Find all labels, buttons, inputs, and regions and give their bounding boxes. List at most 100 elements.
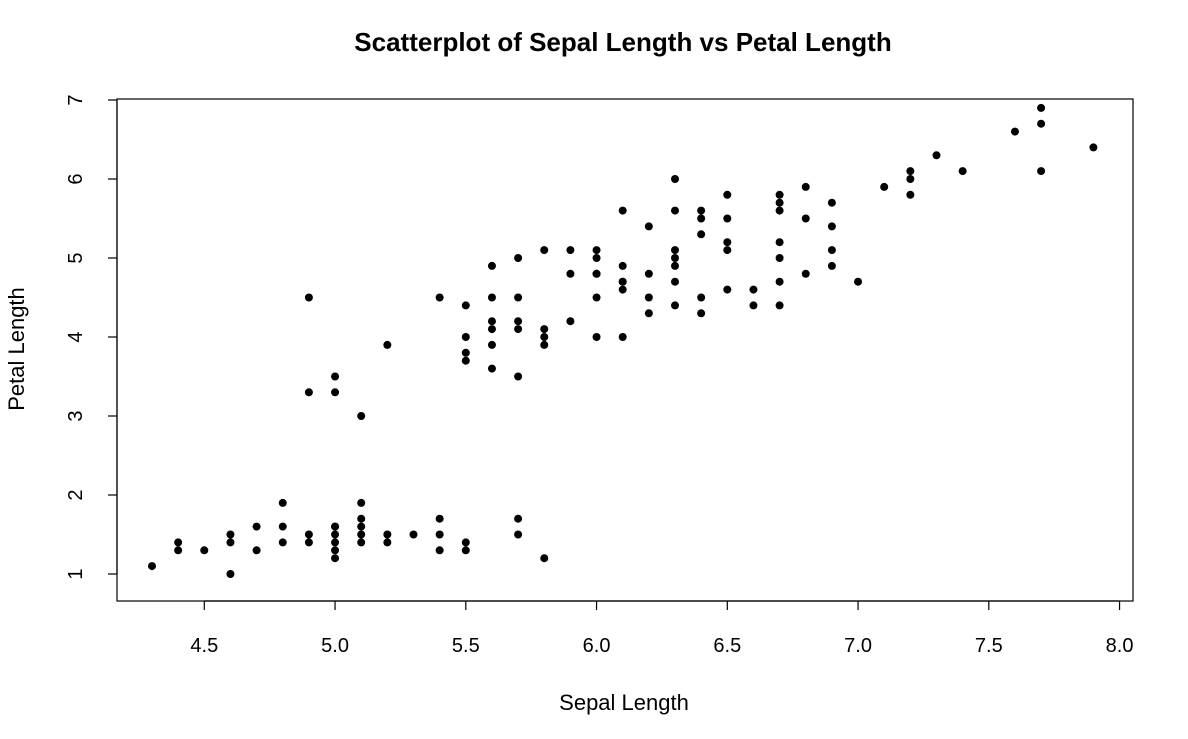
- data-point: [226, 538, 235, 547]
- data-point: [252, 522, 261, 531]
- y-axis-label: Petal Length: [4, 287, 29, 411]
- data-point: [592, 333, 601, 341]
- x-tick-label: 7.5: [975, 635, 1003, 657]
- data-point: [618, 206, 627, 215]
- data-point: [618, 277, 627, 286]
- data-point: [357, 498, 366, 507]
- data-point: [697, 206, 706, 215]
- data-point: [487, 317, 496, 326]
- y-tick-label: 7: [65, 94, 87, 105]
- data-point: [331, 388, 340, 397]
- data-point: [566, 317, 575, 326]
- chart-title: Scatterplot of Sepal Length vs Petal Len…: [354, 27, 891, 57]
- data-point: [331, 372, 340, 381]
- data-point: [775, 254, 784, 262]
- data-point: [174, 538, 183, 547]
- data-point: [304, 530, 313, 539]
- data-point: [514, 514, 523, 523]
- data-point: [514, 325, 523, 334]
- x-tick-label: 8.0: [1106, 635, 1134, 657]
- data-point: [278, 538, 287, 547]
- data-point: [801, 214, 810, 223]
- data-points: [148, 103, 1098, 578]
- y-tick-label: 5: [65, 252, 87, 263]
- data-point: [723, 190, 732, 199]
- data-point: [304, 388, 313, 397]
- data-point: [697, 293, 706, 302]
- data-point: [487, 325, 496, 334]
- data-point: [958, 167, 967, 176]
- data-point: [435, 293, 444, 302]
- y-tick-label: 1: [65, 568, 87, 579]
- data-point: [880, 182, 889, 191]
- data-point: [723, 214, 732, 223]
- data-point: [514, 254, 523, 262]
- data-point: [827, 198, 836, 207]
- data-point: [174, 546, 183, 555]
- data-point: [644, 293, 653, 302]
- data-point: [383, 530, 392, 539]
- data-point: [644, 269, 653, 278]
- data-point: [540, 554, 549, 563]
- data-point: [540, 246, 549, 255]
- x-tick-label: 5.5: [452, 635, 480, 657]
- data-point: [697, 309, 706, 318]
- data-point: [592, 293, 601, 302]
- data-point: [827, 261, 836, 270]
- data-point: [671, 206, 679, 215]
- data-point: [514, 317, 523, 326]
- data-point: [618, 285, 627, 294]
- data-point: [304, 538, 313, 547]
- data-point: [671, 277, 679, 286]
- data-point: [854, 277, 863, 286]
- y-tick-label: 4: [65, 331, 87, 342]
- data-point: [461, 348, 470, 357]
- data-point: [566, 269, 575, 278]
- data-point: [487, 364, 496, 373]
- data-point: [1037, 119, 1046, 128]
- data-point: [514, 372, 523, 381]
- data-point: [278, 522, 287, 531]
- data-point: [331, 538, 340, 547]
- data-point: [1037, 167, 1046, 176]
- data-point: [357, 530, 366, 539]
- x-tick-label: 6.0: [583, 635, 611, 657]
- data-point: [435, 546, 444, 555]
- data-point: [906, 167, 915, 176]
- data-point: [487, 340, 496, 349]
- data-point: [671, 254, 679, 262]
- data-point: [644, 222, 653, 231]
- data-point: [487, 293, 496, 302]
- data-point: [461, 333, 470, 341]
- data-point: [775, 198, 784, 207]
- data-point: [1037, 103, 1046, 112]
- data-point: [592, 269, 601, 278]
- data-point: [671, 261, 679, 270]
- data-point: [618, 333, 627, 341]
- data-point: [749, 301, 758, 310]
- data-point: [827, 246, 836, 255]
- data-point: [200, 546, 209, 555]
- data-point: [540, 340, 549, 349]
- data-point: [644, 309, 653, 318]
- data-point: [1010, 127, 1019, 136]
- data-point: [723, 238, 732, 247]
- data-point: [618, 261, 627, 270]
- data-point: [697, 214, 706, 223]
- data-point: [514, 293, 523, 302]
- data-point: [331, 522, 340, 531]
- data-point: [906, 175, 915, 183]
- x-tick-label: 6.5: [713, 635, 741, 657]
- data-point: [592, 254, 601, 262]
- plot-frame: [116, 98, 1134, 602]
- data-point: [357, 514, 366, 523]
- data-point: [461, 356, 470, 365]
- data-point: [775, 277, 784, 286]
- data-point: [487, 261, 496, 270]
- data-point: [671, 246, 679, 255]
- data-point: [252, 546, 261, 555]
- y-tick-label: 6: [65, 173, 87, 184]
- data-point: [278, 498, 287, 507]
- y-axis: 1 2 3 4 5 6 7: [65, 94, 118, 580]
- data-point: [226, 570, 235, 578]
